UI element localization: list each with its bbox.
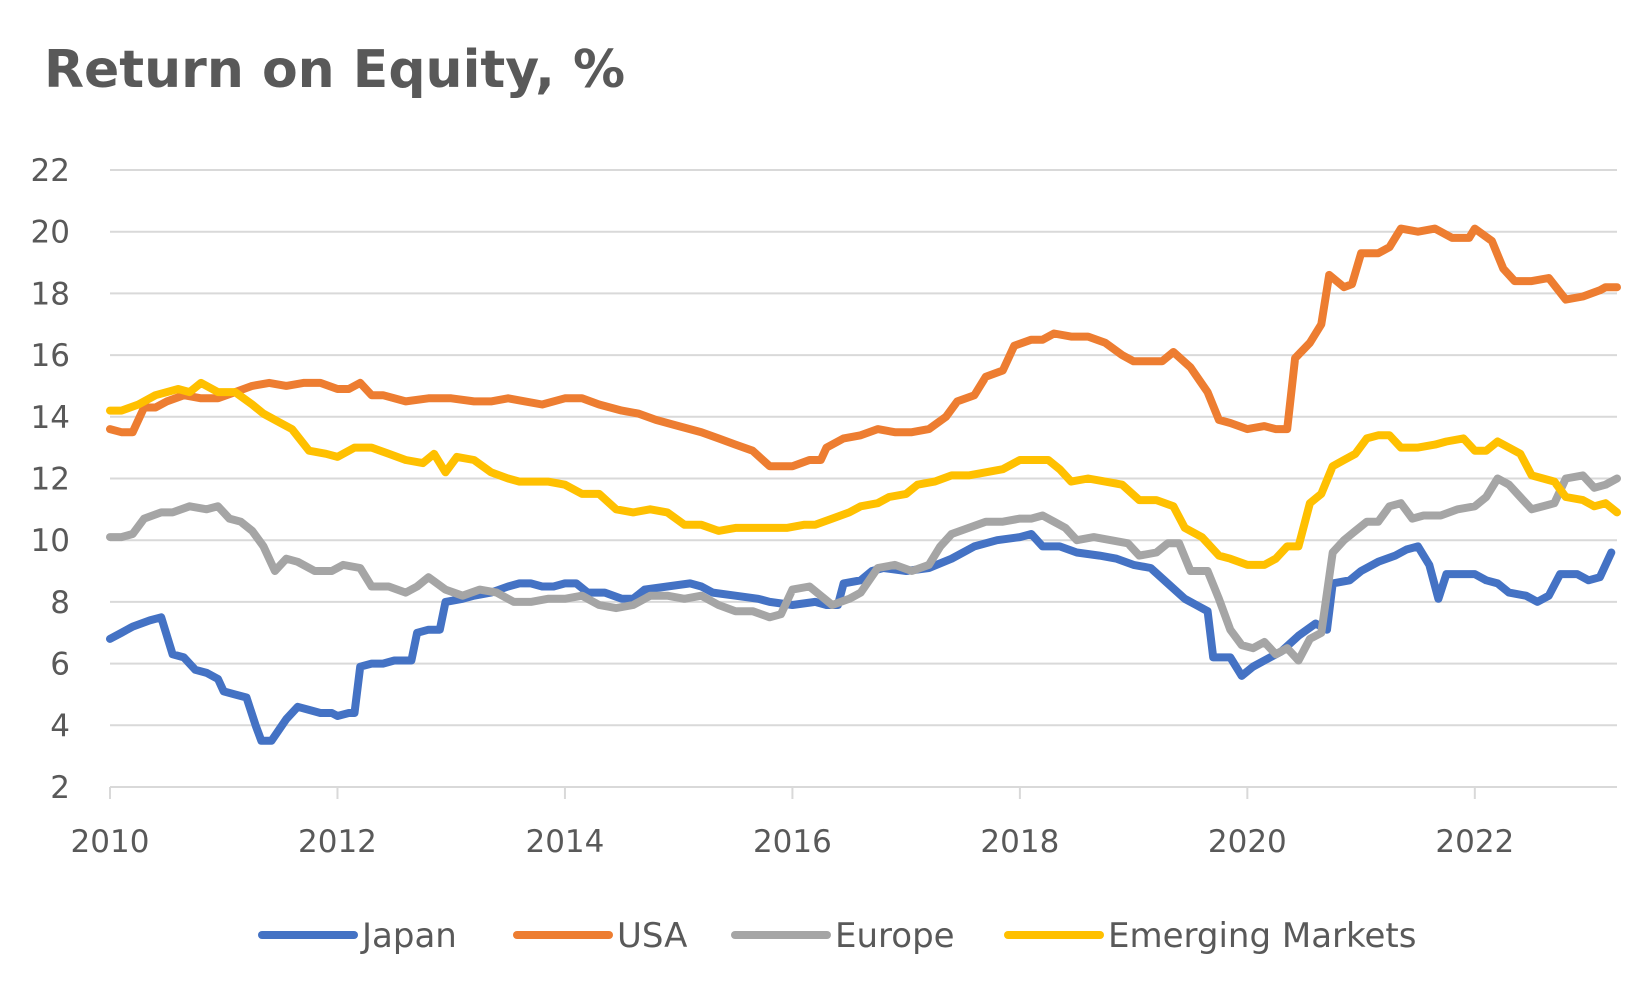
x-tick-label: 2018 — [980, 824, 1059, 860]
series-line-usa — [106, 224, 1621, 471]
series-line-japan — [106, 530, 1616, 745]
legend-label-emerging-markets: Emerging Markets — [1108, 916, 1416, 956]
legend-label-japan: Japan — [360, 916, 457, 956]
series-line-emerging-markets — [106, 378, 1621, 569]
y-tick-label: 4 — [50, 708, 70, 744]
y-tick-label: 20 — [31, 215, 70, 251]
x-tick-label: 2010 — [71, 824, 150, 860]
x-tick-label: 2014 — [525, 824, 604, 860]
series-lines — [106, 224, 1621, 745]
x-tick-label: 2022 — [1435, 824, 1514, 860]
y-tick-label: 14 — [31, 400, 70, 436]
y-tick-label: 16 — [31, 338, 70, 374]
legend-label-usa: USA — [617, 916, 687, 956]
legend: Japan USA Europe Emerging Markets — [258, 916, 1416, 956]
y-axis-ticks: 2 4 6 8 10 12 14 16 18 20 22 — [31, 153, 70, 806]
y-tick-label: 12 — [31, 462, 70, 498]
y-tick-label: 6 — [50, 647, 70, 683]
x-axis — [109, 786, 1617, 799]
series-line-europe — [106, 471, 1621, 665]
legend-label-europe: Europe — [835, 916, 955, 956]
x-axis-ticks: 2010 2012 2014 2016 2018 2020 2022 — [71, 824, 1515, 860]
y-tick-label: 18 — [31, 276, 70, 312]
grid-lines — [110, 169, 1617, 727]
y-tick-label: 10 — [31, 523, 70, 559]
x-tick-label: 2016 — [753, 824, 832, 860]
x-tick-label: 2020 — [1208, 824, 1287, 860]
y-tick-label: 8 — [50, 585, 70, 621]
y-tick-label: 22 — [31, 153, 70, 189]
y-tick-label: 2 — [50, 770, 70, 806]
x-tick-label: 2012 — [298, 824, 377, 860]
chart-title: Return on Equity, % — [44, 40, 626, 100]
